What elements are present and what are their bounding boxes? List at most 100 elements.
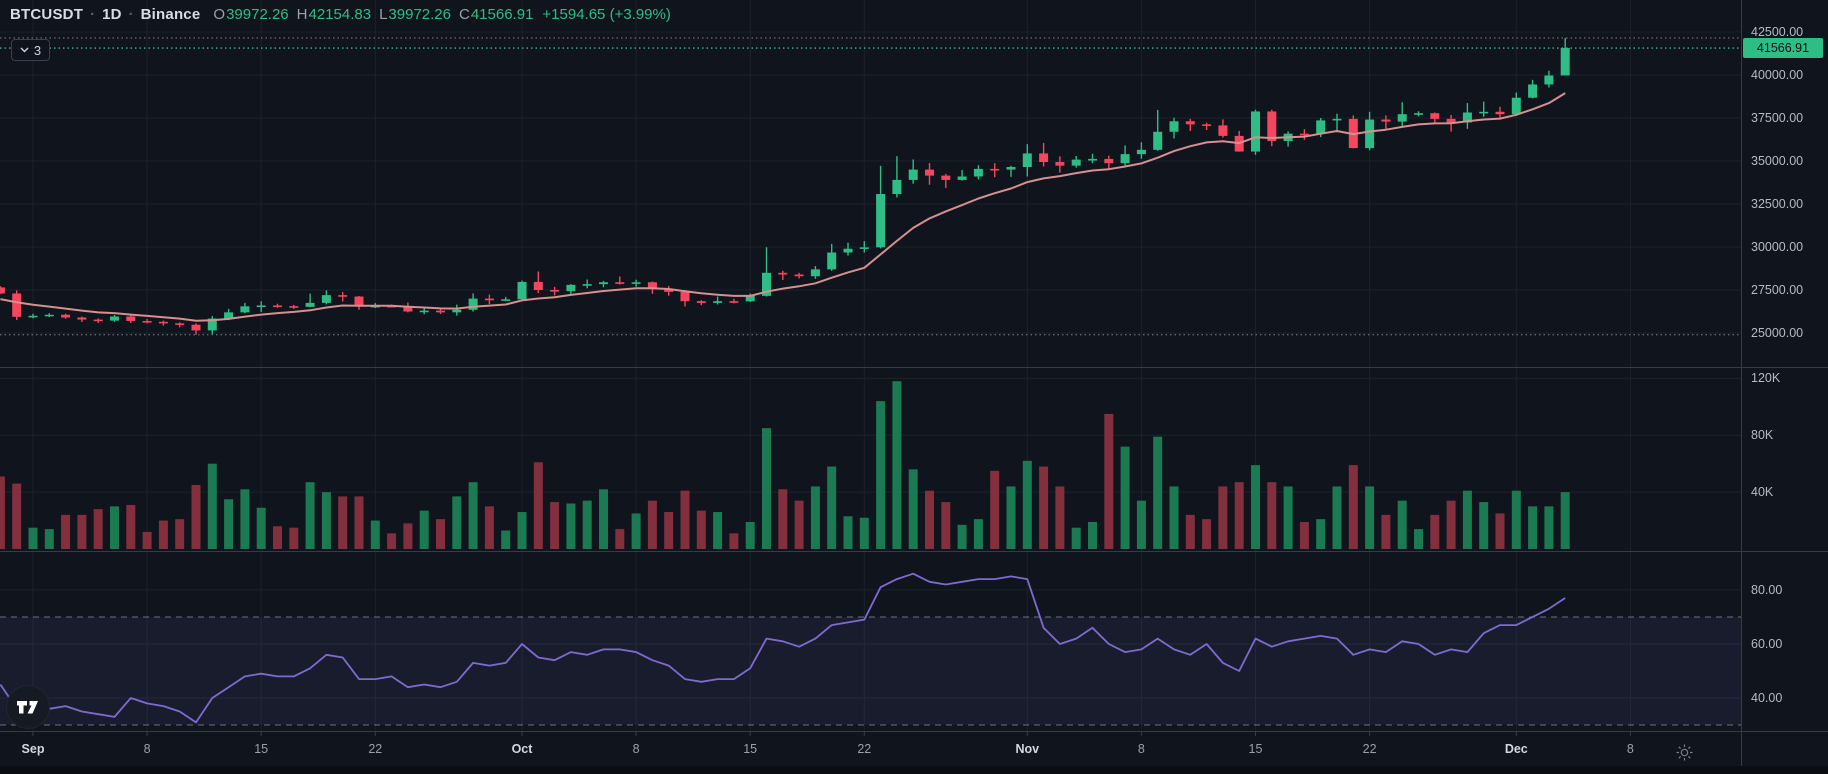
candle-body — [1006, 167, 1016, 170]
candle-body — [941, 175, 951, 180]
volume-bar — [175, 519, 185, 549]
symbol-header: BTCUSDT · 1D · Binance O39972.26 H42154.… — [10, 6, 671, 23]
candle-body — [1071, 159, 1081, 166]
volume-bar — [810, 486, 820, 549]
volume-bar — [1283, 486, 1293, 549]
volume-bar — [501, 530, 511, 549]
time-tick-label: Nov — [1015, 742, 1040, 756]
volume-bar — [615, 529, 625, 549]
volume-bar — [1006, 486, 1016, 549]
volume-bar — [207, 463, 217, 549]
candle-body — [436, 310, 445, 313]
candle-body — [1104, 158, 1114, 164]
candle-body — [843, 248, 853, 253]
close-value: C41566.91 — [459, 6, 534, 23]
candle-body — [175, 323, 185, 325]
candle-body — [1088, 158, 1097, 161]
candle-body — [827, 252, 837, 270]
settings-gear-icon[interactable] — [1676, 744, 1693, 761]
candle-body — [207, 318, 217, 331]
candle-body — [1316, 120, 1326, 134]
volume-bar — [61, 514, 71, 549]
symbol-name[interactable]: BTCUSDT — [10, 6, 84, 23]
rsi-tick-label: 40.00 — [1751, 691, 1783, 706]
volume-bar — [1414, 529, 1423, 549]
volume-bar — [1218, 486, 1228, 549]
volume-bar — [550, 502, 560, 549]
time-tick-label: 8 — [143, 742, 151, 756]
volume-bar — [321, 492, 331, 549]
volume-bar — [533, 462, 543, 549]
volume-bar — [794, 500, 804, 549]
volume-bar — [1136, 500, 1146, 549]
candle-body — [1511, 97, 1521, 115]
candle-body — [550, 289, 560, 292]
candle-body — [468, 298, 478, 310]
volume-bar — [305, 482, 315, 549]
indicators-collapse-pill[interactable]: 3 — [11, 39, 50, 61]
candle-body — [110, 316, 119, 321]
volume-bar — [1365, 486, 1375, 549]
volume-bar — [713, 512, 723, 549]
volume-bar — [419, 510, 429, 549]
candle-body — [647, 282, 657, 289]
volume-bar — [892, 381, 902, 549]
candle-body — [1430, 113, 1440, 119]
candle-body — [1039, 153, 1049, 163]
candle-body — [582, 284, 592, 286]
rsi-line — [0, 572, 1566, 724]
low-value: L39972.26 — [379, 6, 451, 23]
candle-body — [745, 295, 755, 302]
candle-body — [321, 295, 331, 303]
timeframe-label[interactable]: 1D — [102, 6, 122, 23]
volume-bar — [452, 496, 462, 549]
candle-body — [631, 282, 641, 284]
volume-bar — [843, 516, 853, 549]
bottom-edge — [0, 766, 1828, 774]
candle-body — [354, 296, 364, 307]
time-tick-label: 15 — [743, 742, 758, 756]
candle-body — [77, 317, 87, 320]
volume-bar — [387, 533, 397, 549]
candle-body — [892, 179, 902, 195]
time-tick-label: 22 — [857, 742, 872, 756]
candle-body — [158, 321, 168, 324]
volume-bar — [468, 482, 478, 549]
volume-bar — [403, 523, 413, 549]
price-tick-label: 35000.00 — [1751, 153, 1804, 168]
open-value: O39972.26 — [213, 6, 289, 23]
candle-body — [517, 281, 527, 300]
volume-bar — [1348, 465, 1358, 549]
change-readout: +1594.65 (+3.99%) — [542, 6, 671, 23]
rsi-band — [0, 616, 1741, 726]
volume-bar — [680, 490, 690, 549]
time-tick-label: 8 — [1626, 742, 1634, 756]
volume-bar — [289, 527, 299, 549]
volume-bar — [1202, 519, 1212, 549]
volume-bar — [1560, 492, 1570, 549]
candle-body — [0, 287, 5, 294]
volume-bar — [256, 507, 266, 549]
candle-body — [1251, 111, 1260, 152]
candle-body — [729, 301, 739, 303]
volume-bar — [1267, 482, 1277, 549]
tradingview-logo[interactable] — [6, 685, 50, 729]
volume-bar — [370, 520, 380, 549]
volume-bar — [338, 496, 348, 549]
volume-bar — [1299, 521, 1309, 549]
volume-bar — [1430, 514, 1440, 549]
volume-bar — [1316, 519, 1326, 549]
chevron-down-icon — [20, 47, 29, 53]
candle-body — [126, 316, 136, 321]
volume-bar — [273, 526, 282, 549]
candle-body — [762, 272, 771, 296]
time-tick-label: 8 — [632, 742, 640, 756]
volume-bar — [191, 485, 201, 549]
volume-bar — [1511, 490, 1521, 549]
volume-bar — [1479, 502, 1489, 549]
volume-bar — [240, 489, 250, 549]
volume-bar — [517, 512, 527, 549]
volume-bar — [729, 533, 739, 549]
volume-bar — [908, 469, 918, 549]
